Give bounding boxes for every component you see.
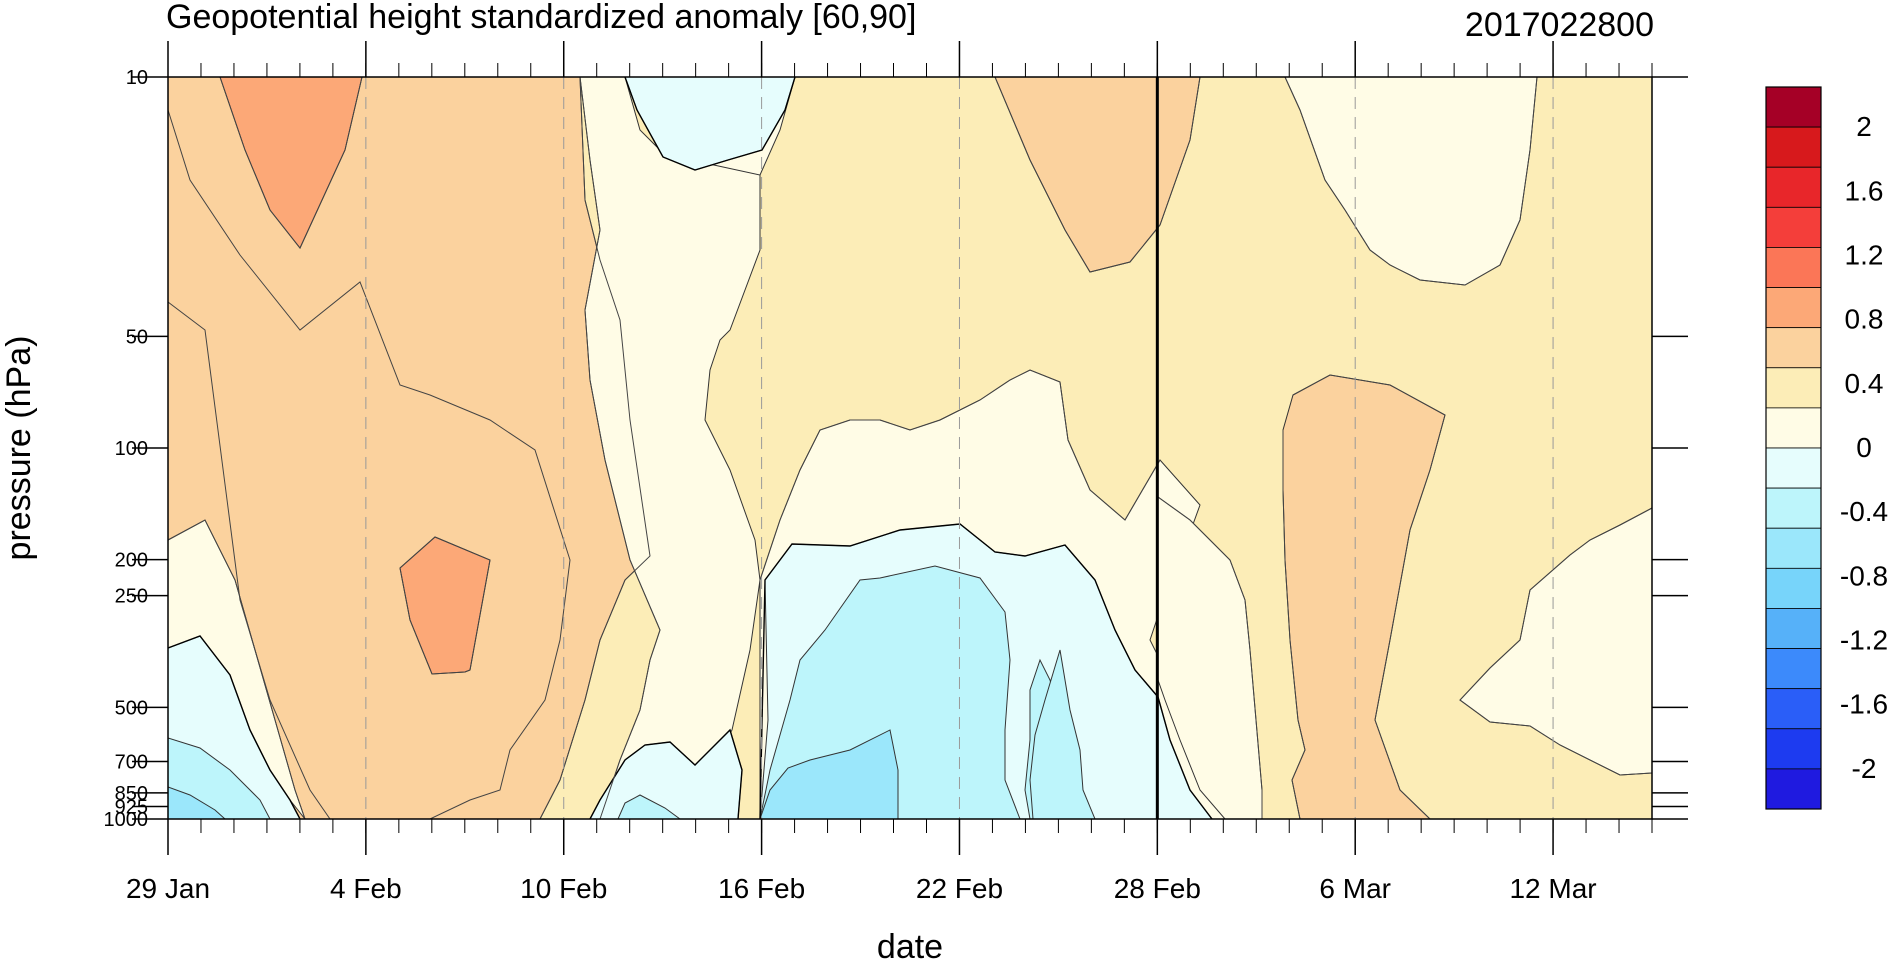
y-tick-label: 10 xyxy=(126,67,148,89)
colorbar-swatch xyxy=(1765,327,1822,369)
x-tick-label: 22 Feb xyxy=(916,873,1003,904)
contour-line xyxy=(1459,507,1652,776)
colorbar-swatch xyxy=(1765,567,1822,609)
date-gridlines xyxy=(365,77,1554,819)
contour-lines xyxy=(168,77,1652,819)
contour-line xyxy=(168,109,571,819)
plot-area: 29 Jan 4 Feb 10 Feb 16 Feb 22 Feb 28 Feb 6 Mar… xyxy=(104,41,1688,904)
contour-line xyxy=(994,77,1201,273)
colorbar-label: 0.4 xyxy=(1845,368,1884,399)
contour-fills xyxy=(168,77,1652,819)
x-axis-ticks: 29 Jan 4 Feb 10 Feb 16 Feb 22 Feb 28 Feb 6 Mar… xyxy=(126,41,1597,904)
y-tick-label: 50 xyxy=(126,326,148,348)
colorbar-swatch xyxy=(1765,247,1822,288)
colorbar-swatch xyxy=(1765,608,1822,649)
colorbar-label: 2 xyxy=(1856,111,1872,142)
contour-line xyxy=(579,77,661,819)
colorbar-swatch xyxy=(1765,407,1822,449)
y-tick-label: 700 xyxy=(115,752,148,774)
colorbar-swatch xyxy=(1765,166,1822,208)
colorbar-frame xyxy=(1765,86,1822,810)
region-neg-0.4-low-small xyxy=(617,794,681,819)
contour-line xyxy=(759,369,1161,581)
contour-line xyxy=(219,77,363,249)
colorbar: 2 1.6 1.2 0.8 0.4 0 -0.4 -0.8 -1.2 -1.6 -2 xyxy=(1765,86,1888,810)
contour-line xyxy=(759,523,1213,819)
y-tick-label: 925 xyxy=(115,796,148,818)
region-neg-0.6-left-low xyxy=(168,786,226,819)
colorbar-swatch xyxy=(1765,206,1822,248)
colorbar-swatch xyxy=(1765,287,1822,329)
y-axis-label: pressure (hPa) xyxy=(0,336,38,561)
colorbar-swatch xyxy=(1765,487,1822,529)
x-tick-label: 29 Jan xyxy=(126,873,210,904)
contour-line xyxy=(589,728,743,819)
contour-line xyxy=(1157,496,1263,819)
colorbar-swatch xyxy=(1765,728,1822,770)
region-neg-0.6-center xyxy=(759,729,899,819)
contour-line xyxy=(1282,430,1306,819)
colorbar-label: 0 xyxy=(1856,432,1872,463)
colorbar-swatch xyxy=(1765,126,1822,168)
contour-line xyxy=(624,77,796,171)
contour-line xyxy=(1284,77,1538,286)
x-tick-label: 16 Feb xyxy=(718,873,805,904)
x-tick-label: 10 Feb xyxy=(520,873,607,904)
contour-line xyxy=(539,77,651,819)
x-tick-label: 4 Feb xyxy=(330,873,402,904)
colorbar-label: -0.4 xyxy=(1840,496,1888,527)
colorbar-label: -1.6 xyxy=(1840,689,1888,720)
contour-line xyxy=(1292,374,1446,819)
y-tick-label: 100 xyxy=(115,438,148,460)
chart-title: Geopotential height standardized anomaly… xyxy=(166,0,916,36)
colorbar-swatch xyxy=(1765,688,1822,730)
x-tick-label: 28 Feb xyxy=(1114,873,1201,904)
region-neg-0.4-pocket xyxy=(1029,649,1096,819)
contour-line xyxy=(168,635,301,819)
colorbar-swatch xyxy=(1765,768,1822,810)
colorbar-swatch xyxy=(1765,367,1822,409)
y-tick-label: 1000 xyxy=(104,809,149,831)
date-label: 2017022800 xyxy=(1465,6,1654,44)
colorbar-label: 1.6 xyxy=(1845,175,1884,206)
y-tick-label: 850 xyxy=(115,783,148,805)
colorbar-label: 0.8 xyxy=(1845,304,1884,335)
y-tick-label: 500 xyxy=(115,697,148,719)
x-axis-label: date xyxy=(877,928,943,963)
contour-line xyxy=(399,536,491,675)
x-tick-label: 12 Mar xyxy=(1509,873,1596,904)
colorbar-swatch xyxy=(1765,447,1822,489)
colorbar-label: -0.8 xyxy=(1840,560,1888,591)
colorbar-swatch xyxy=(1765,86,1822,128)
colorbar-label: 1.2 xyxy=(1845,239,1884,270)
colorbar-swatch xyxy=(1765,527,1822,569)
colorbar-swatch xyxy=(1765,648,1822,690)
x-tick-label: 6 Mar xyxy=(1319,873,1391,904)
colorbar-label: -1.2 xyxy=(1840,625,1888,656)
y-tick-label: 250 xyxy=(115,586,148,608)
contour-line xyxy=(168,519,306,819)
y-tick-label: 200 xyxy=(115,550,148,572)
colorbar-label: -2 xyxy=(1852,753,1877,784)
